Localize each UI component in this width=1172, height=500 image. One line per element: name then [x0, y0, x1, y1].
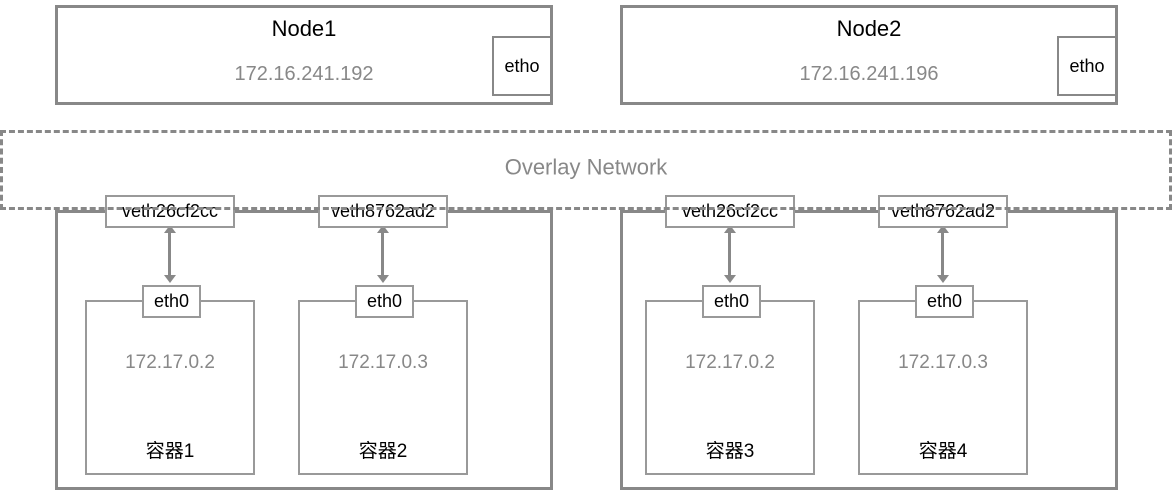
eth0-box: eth0: [142, 285, 201, 318]
network-diagram: 172.17.0.2容器1eth0veth26cf2cc172.17.0.3容器…: [0, 0, 1172, 500]
double-arrow-icon: [381, 232, 384, 276]
eth0-box: eth0: [355, 285, 414, 318]
double-arrow-icon: [168, 232, 171, 276]
container-name: 容器4: [860, 436, 1026, 463]
container-ip: 172.17.0.2: [87, 352, 253, 374]
double-arrow-icon: [728, 232, 731, 276]
container-ip: 172.17.0.3: [860, 352, 1026, 374]
node-box: Node2 172.16.241.196etho: [620, 5, 1118, 105]
overlay-label: Overlay Network: [499, 154, 674, 180]
eth0-box: eth0: [702, 285, 761, 318]
node-ip: 172.16.241.192: [58, 63, 550, 86]
node-ip: 172.16.241.196: [623, 63, 1115, 86]
double-arrow-icon: [941, 232, 944, 276]
eth0-box: eth0: [915, 285, 974, 318]
container-box: 172.17.0.3 容器4: [858, 300, 1028, 475]
container-name: 容器1: [87, 436, 253, 463]
container-name: 容器2: [300, 436, 466, 463]
node-title: Node1: [58, 16, 550, 42]
container-box: 172.17.0.2 容器1: [85, 300, 255, 475]
etho-box: etho: [492, 36, 552, 96]
etho-box: etho: [1057, 36, 1117, 96]
container-ip: 172.17.0.2: [647, 352, 813, 374]
container-name: 容器3: [647, 436, 813, 463]
container-box: 172.17.0.2 容器3: [645, 300, 815, 475]
node-title: Node2: [623, 16, 1115, 42]
container-ip: 172.17.0.3: [300, 352, 466, 374]
container-box: 172.17.0.3 容器2: [298, 300, 468, 475]
node-box: Node1 172.16.241.192etho: [55, 5, 553, 105]
overlay-network: Overlay Network: [0, 130, 1172, 210]
